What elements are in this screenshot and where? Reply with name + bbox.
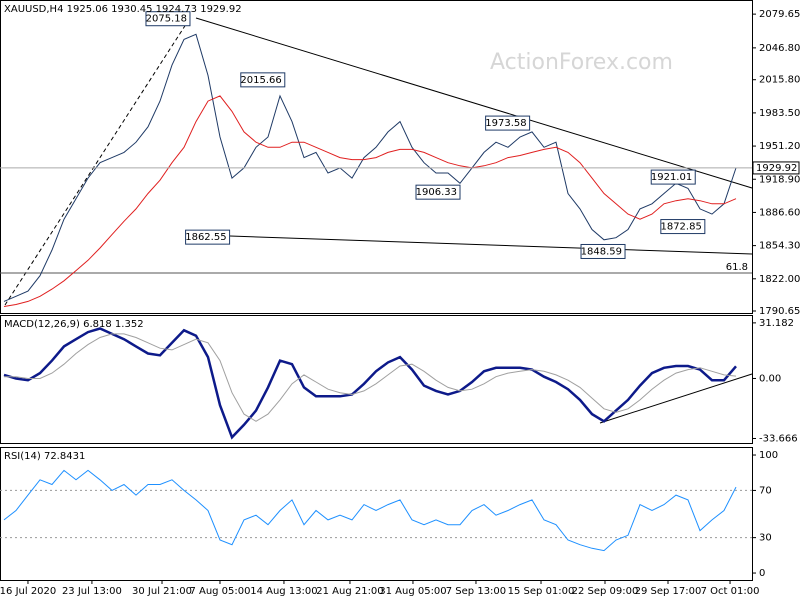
series-line [4, 333, 737, 422]
y-tick-label: 30 [759, 533, 772, 544]
y-tick-label: 1854.30 [759, 241, 800, 252]
current-price-box [752, 161, 800, 175]
annotation-label: 1862.55 [185, 232, 226, 243]
y-tick-label: 1983.50 [759, 108, 800, 119]
annotation-label: 1921.01 [651, 172, 692, 183]
x-tick-label: 14 Aug 13:00 [250, 586, 317, 597]
y-tick-label: 1886.60 [759, 207, 800, 218]
x-tick-label: 22 Sep 09:00 [572, 586, 639, 597]
x-tick-label: 29 Sep 17:00 [635, 586, 702, 597]
y-tick-label: 1790.65 [759, 306, 800, 317]
y-tick-label: 100 [759, 450, 778, 461]
x-tick-label: 7 Oct 01:00 [701, 586, 760, 597]
x-tick-label: 7 Sep 13:00 [446, 586, 506, 597]
annotation-box [185, 229, 231, 245]
y-tick-label: 2015.80 [759, 75, 800, 86]
annotation-box [650, 169, 696, 185]
series-line [3, 95, 737, 307]
panel-frame [0, 447, 753, 581]
watermark: ActionForex.com [490, 50, 673, 75]
annotation-label: 1848.59 [581, 246, 622, 257]
panel-title: MACD(12,26,9) 6.818 1.352 [4, 319, 144, 330]
y-tick-label: 1822.00 [759, 274, 800, 285]
annotation-box [485, 115, 531, 131]
x-tick-label: 16 Jul 2020 [0, 586, 56, 597]
annotation-label: 2075.18 [146, 14, 187, 25]
y-tick-label: 0.00 [759, 373, 781, 384]
annotation-box [660, 219, 706, 235]
annotation-box [145, 11, 191, 27]
annotation-label: 1973.58 [485, 118, 526, 129]
y-tick-label: 1951.20 [759, 141, 800, 152]
current-price-label: 1929.92 [756, 163, 797, 174]
panel-title: RSI(14) 72.8431 [4, 451, 85, 462]
x-tick-label: 31 Aug 05:00 [379, 586, 446, 597]
upper-trendline [195, 17, 753, 189]
y-tick-label: 1918.90 [759, 174, 800, 185]
annotation-box [415, 184, 461, 200]
fib-label: 61.8 [726, 262, 748, 273]
series-line [3, 327, 737, 440]
annotation-box [580, 243, 626, 259]
panel-frame [0, 315, 753, 444]
y-tick-label: 0 [759, 568, 765, 579]
lower-trendline [229, 235, 753, 255]
trendlines [4, 17, 753, 424]
x-tick-label: 23 Jul 13:00 [62, 586, 122, 597]
annotation-label: 1906.33 [416, 187, 457, 198]
y-tick-label: 31.182 [759, 318, 794, 329]
x-tick-label: 21 Aug 21:00 [316, 586, 383, 597]
annotation-label: 2015.66 [240, 75, 281, 86]
macd-trendline [599, 373, 753, 424]
x-tick-label: 30 Jul 21:00 [132, 586, 192, 597]
x-tick-label: 7 Aug 05:00 [189, 586, 250, 597]
y-tick-label: 2079.65 [759, 9, 800, 20]
y-tick-label: -33.666 [759, 433, 798, 444]
panel-title: XAUUSD,H4 1925.06 1930.45 1924.73 1929.9… [4, 4, 242, 15]
x-tick-label: 15 Sep 01:00 [508, 586, 575, 597]
series-line [3, 33, 737, 302]
dashed-trendline [4, 17, 191, 306]
panel-frame [0, 0, 753, 314]
annotation-label: 1872.85 [660, 222, 701, 233]
y-tick-label: 2046.80 [759, 43, 800, 54]
y-tick-label: 70 [759, 485, 772, 496]
annotation-box [240, 72, 286, 88]
series-line [3, 469, 737, 552]
